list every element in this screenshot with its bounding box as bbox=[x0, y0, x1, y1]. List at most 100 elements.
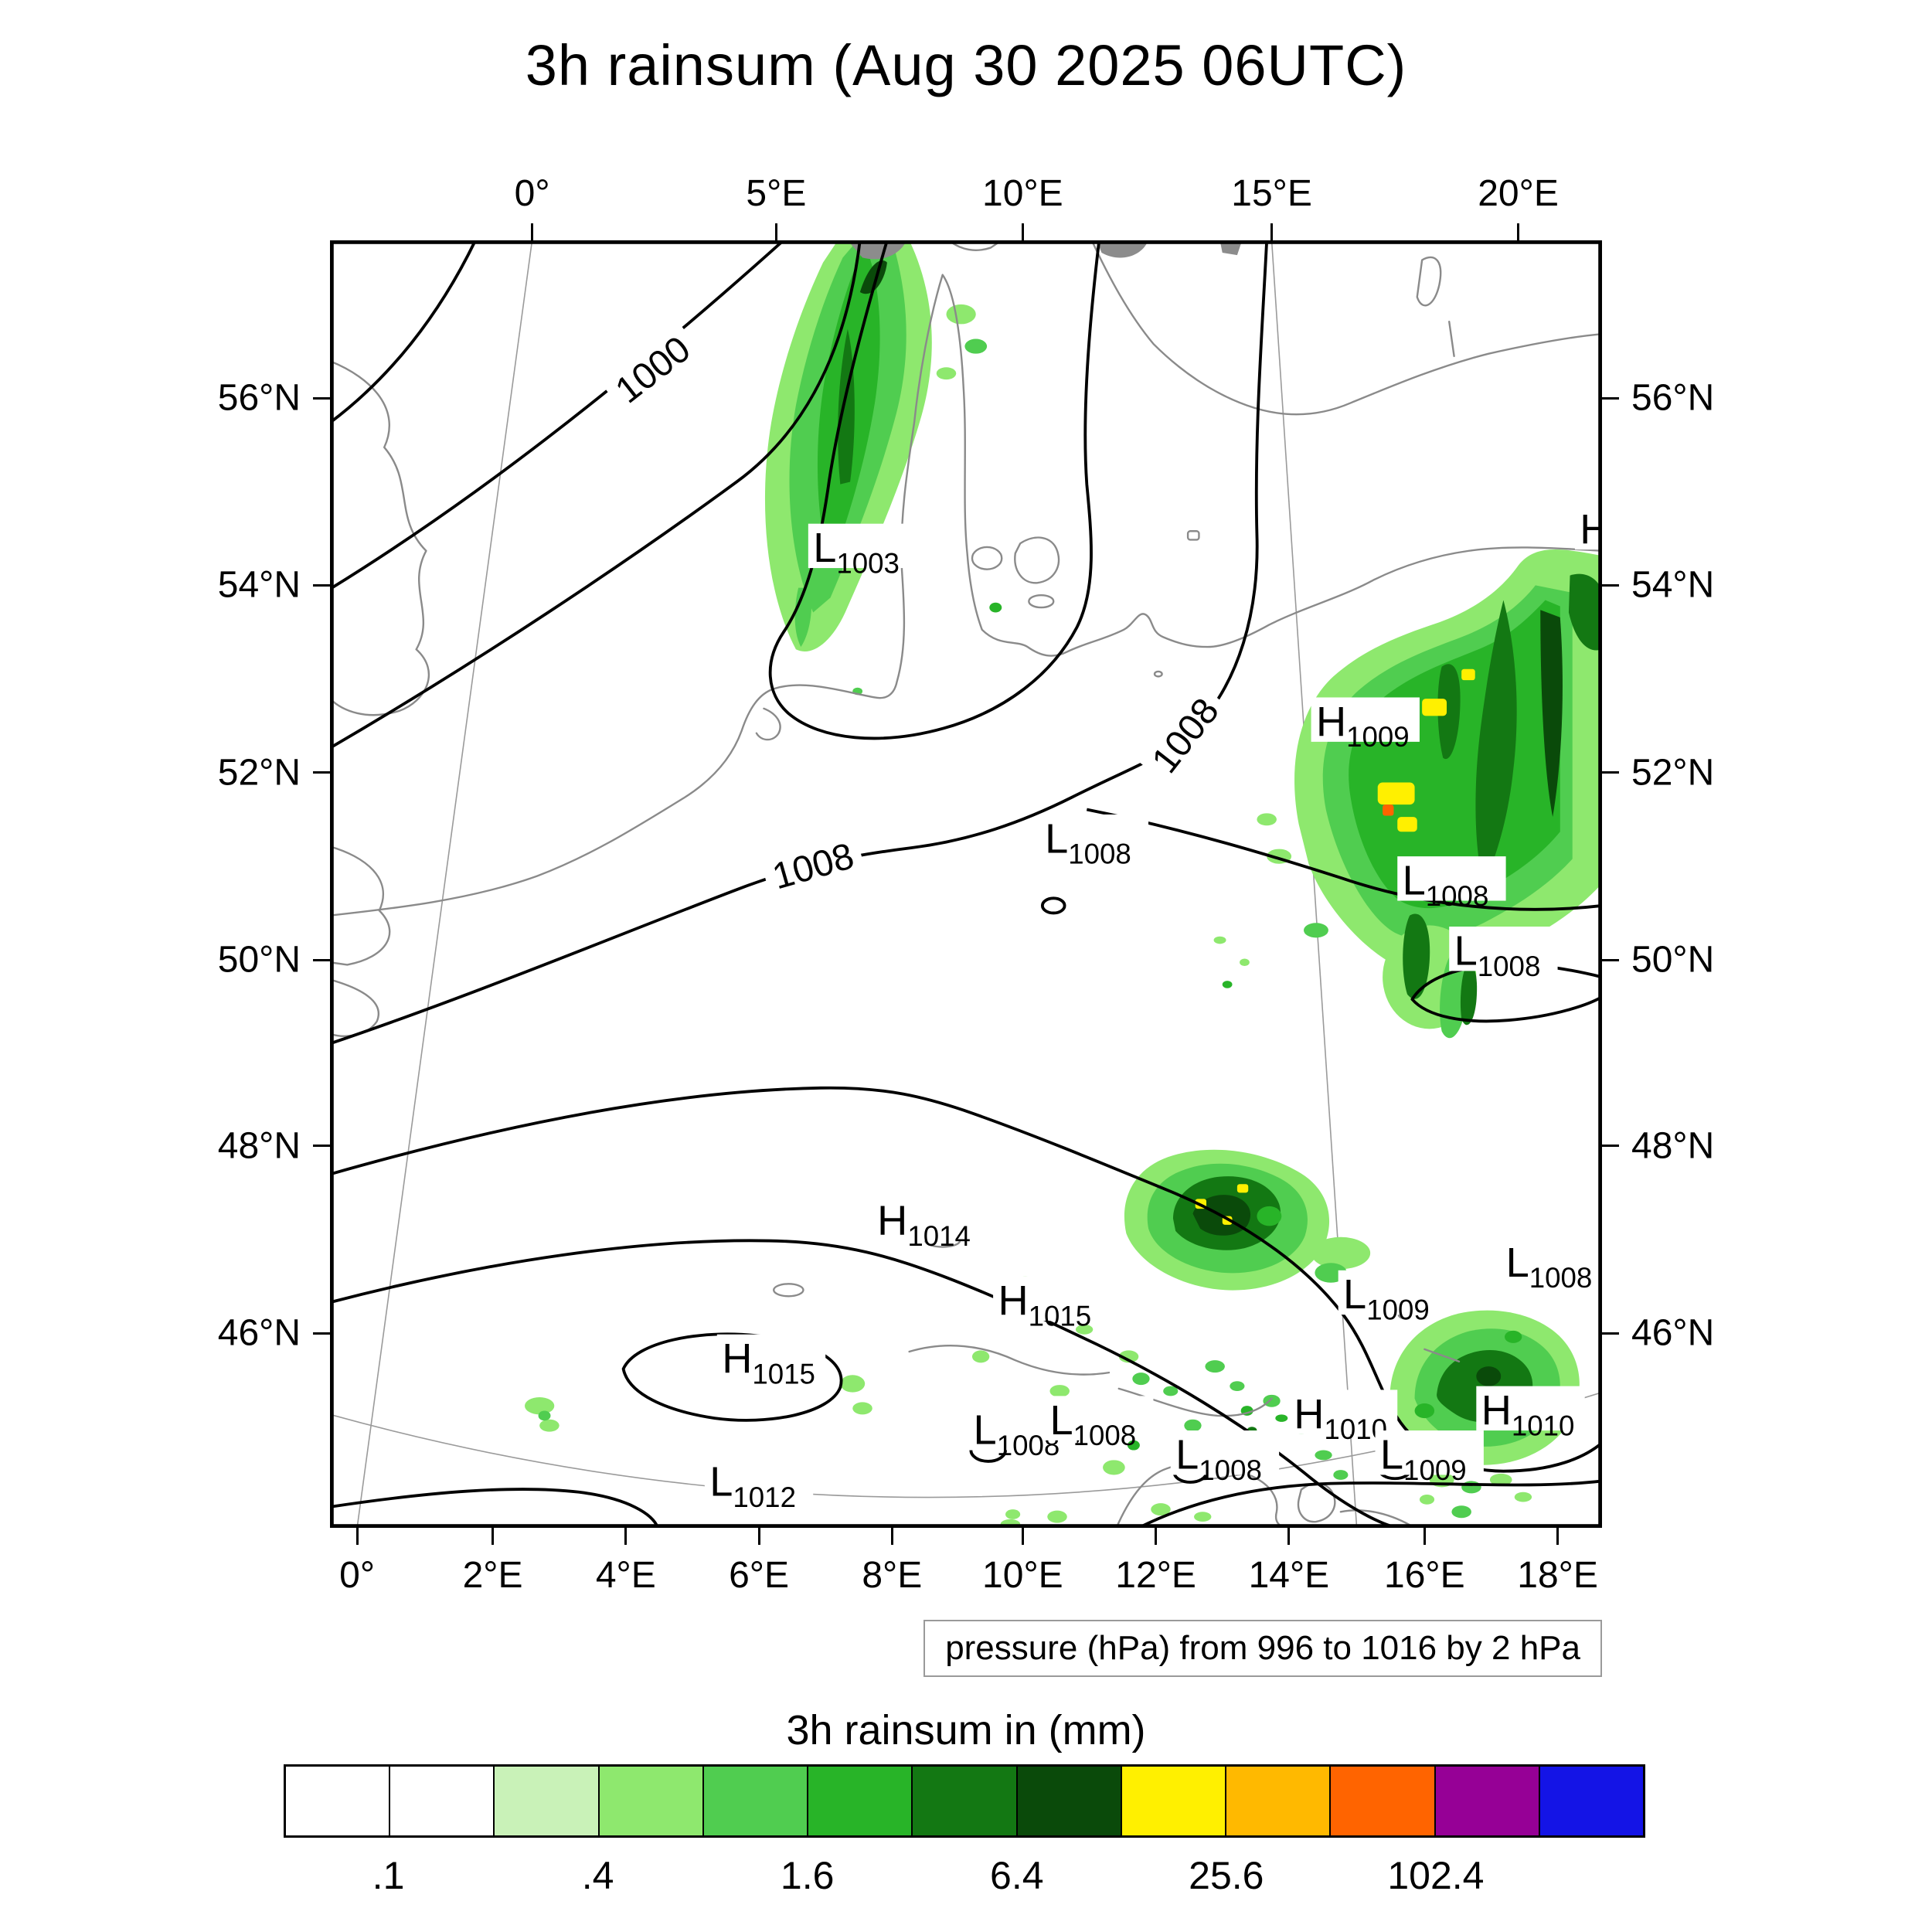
colorbar-segment bbox=[1121, 1767, 1227, 1835]
axis-tick-label-left: 50°N bbox=[217, 939, 301, 981]
axis-tick-label-bottom: 2°E bbox=[462, 1555, 523, 1596]
svg-text:H1009: H1009 bbox=[1316, 699, 1410, 753]
land-gray-patches bbox=[847, 240, 1243, 260]
pressure-center-low: L1009 bbox=[1338, 1270, 1447, 1326]
pressure-center-low: L1009 bbox=[1375, 1430, 1484, 1486]
colorbar-segment bbox=[1226, 1767, 1332, 1835]
colorbar-tick-label: 25.6 bbox=[1189, 1854, 1264, 1897]
axis-tick-right bbox=[1602, 1332, 1619, 1335]
axis-tick-label-right: 52°N bbox=[1631, 752, 1715, 794]
colorbar-segment bbox=[913, 1767, 1018, 1835]
axis-tick-label-bottom: 14°E bbox=[1248, 1555, 1330, 1596]
pressure-center-low: L1008 bbox=[1501, 1238, 1602, 1294]
pressure-contours bbox=[330, 240, 1602, 1528]
axis-tick-label-bottom: 12°E bbox=[1115, 1555, 1196, 1596]
svg-text:H1015: H1015 bbox=[722, 1335, 815, 1389]
weather-map: L1003 H H1009 L1008 L1008 L1008 H1014 H1015 H101… bbox=[330, 240, 1602, 1528]
axis-tick-label-top: 15°E bbox=[1231, 173, 1312, 214]
axis-tick-label-right: 46°N bbox=[1631, 1312, 1715, 1354]
svg-text:L1008: L1008 bbox=[1403, 858, 1489, 912]
axis-tick-bottom bbox=[1287, 1528, 1291, 1545]
axis-tick-top bbox=[1270, 223, 1274, 240]
axis-tick-label-left: 46°N bbox=[217, 1312, 301, 1354]
pressure-center-low: L1003 bbox=[808, 523, 917, 579]
pressure-center-low: L1008 bbox=[1045, 1396, 1154, 1451]
pressure-center-high: H1010 bbox=[1476, 1386, 1585, 1441]
svg-text:H1014: H1014 bbox=[877, 1198, 971, 1252]
axis-tick-label-left: 56°N bbox=[217, 377, 301, 419]
contour-label: 1000 bbox=[599, 321, 703, 415]
axis-tick-label-bottom: 10°E bbox=[982, 1555, 1063, 1596]
axis-tick-label-top: 0° bbox=[514, 173, 550, 214]
colorbar-segment bbox=[808, 1767, 913, 1835]
colorbar-tick-label: .1 bbox=[372, 1854, 405, 1897]
map-frame-border bbox=[330, 240, 1602, 1528]
axis-tick-left bbox=[313, 771, 330, 774]
svg-text:L1008: L1008 bbox=[1454, 927, 1541, 981]
colorbar-tick-label: .4 bbox=[581, 1854, 614, 1897]
axis-tick-label-bottom: 18°E bbox=[1517, 1555, 1598, 1596]
axis-tick-left bbox=[313, 396, 330, 400]
colorbar-tick-label: 102.4 bbox=[1387, 1854, 1485, 1897]
colorbar-segment bbox=[1435, 1767, 1540, 1835]
svg-text:L1003: L1003 bbox=[813, 525, 900, 579]
axis-tick-left bbox=[313, 583, 330, 587]
axis-tick-right bbox=[1602, 396, 1619, 400]
rain-shading bbox=[525, 240, 1602, 1528]
axis-tick-label-right: 50°N bbox=[1631, 939, 1715, 981]
axis-tick-left bbox=[313, 1145, 330, 1148]
colorbar-tick-label: 6.4 bbox=[990, 1854, 1044, 1897]
colorbar-segment bbox=[1331, 1767, 1436, 1835]
axis-tick-label-left: 48°N bbox=[217, 1125, 301, 1167]
axis-tick-label-top: 5°E bbox=[746, 173, 807, 214]
axis-tick-top bbox=[531, 223, 534, 240]
svg-text:H1010: H1010 bbox=[1481, 1387, 1575, 1441]
pressure-center-high: H bbox=[1574, 505, 1602, 553]
axis-tick-top bbox=[1021, 223, 1024, 240]
axis-tick-bottom bbox=[1021, 1528, 1024, 1545]
axis-tick-label-left: 54°N bbox=[217, 564, 301, 606]
pressure-center-low: L1012 bbox=[704, 1458, 814, 1513]
pressure-center-low: L1008 bbox=[1397, 856, 1506, 912]
pressure-center-high: H1009 bbox=[1311, 697, 1420, 753]
pressure-center-low: L1008 bbox=[1039, 814, 1149, 870]
svg-text:1008: 1008 bbox=[768, 835, 859, 897]
colorbar bbox=[284, 1764, 1645, 1838]
axis-tick-label-bottom: 0° bbox=[339, 1555, 376, 1596]
axis-tick-label-bottom: 16°E bbox=[1384, 1555, 1465, 1596]
colorbar-tick-label: 1.6 bbox=[780, 1854, 835, 1897]
pressure-center-high: H1015 bbox=[993, 1276, 1102, 1332]
axis-tick-bottom bbox=[624, 1528, 628, 1545]
axis-tick-right bbox=[1602, 771, 1619, 774]
axis-tick-right bbox=[1602, 583, 1619, 587]
svg-text:L1009: L1009 bbox=[1343, 1271, 1430, 1325]
axis-tick-label-top: 20°E bbox=[1478, 173, 1559, 214]
axis-tick-bottom bbox=[1155, 1528, 1158, 1545]
axis-tick-bottom bbox=[757, 1528, 760, 1545]
svg-text:L1009: L1009 bbox=[1380, 1431, 1467, 1485]
axis-tick-label-bottom: 4°E bbox=[595, 1555, 656, 1596]
pressure-center-low: L1008 bbox=[1449, 927, 1558, 982]
pressure-center-high: H1014 bbox=[872, 1196, 981, 1252]
colorbar-title: 3h rainsum in (mm) bbox=[786, 1707, 1146, 1753]
svg-text:L1008: L1008 bbox=[1506, 1240, 1593, 1294]
colorbar-segment bbox=[703, 1767, 809, 1835]
axis-tick-bottom bbox=[890, 1528, 893, 1545]
axis-tick-label-top: 10°E bbox=[982, 173, 1063, 214]
axis-tick-left bbox=[313, 1332, 330, 1335]
axis-tick-label-right: 48°N bbox=[1631, 1125, 1715, 1167]
axis-tick-label-right: 54°N bbox=[1631, 564, 1715, 606]
axis-tick-right bbox=[1602, 1145, 1619, 1148]
pressure-center-low: L1008 bbox=[1170, 1430, 1280, 1486]
colorbar-segment bbox=[495, 1767, 600, 1835]
svg-text:H1015: H1015 bbox=[998, 1277, 1091, 1332]
axis-tick-bottom bbox=[1556, 1528, 1560, 1545]
svg-text:L1008: L1008 bbox=[1049, 1397, 1136, 1451]
axis-tick-left bbox=[313, 958, 330, 961]
svg-text:L1012: L1012 bbox=[709, 1459, 796, 1513]
coastlines bbox=[330, 240, 1602, 1528]
axis-tick-bottom bbox=[1423, 1528, 1426, 1545]
pressure-legend: pressure (hPa) from 996 to 1016 by 2 hPa bbox=[923, 1620, 1602, 1677]
svg-text:L1008: L1008 bbox=[1175, 1431, 1262, 1485]
